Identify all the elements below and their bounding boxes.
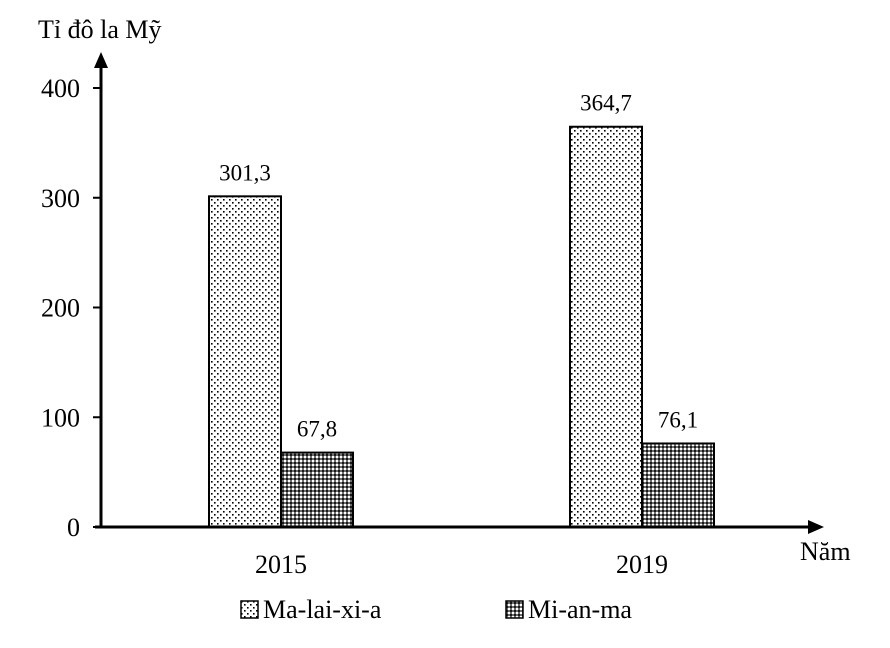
bar-mi-an-ma-2019 — [641, 442, 715, 529]
data-label: 301,3 — [219, 160, 271, 185]
data-label: 67,8 — [297, 417, 337, 442]
y-tick-label: 0 — [67, 513, 80, 542]
bar-ma-lai-xi-a-2015 — [208, 195, 282, 529]
bars-group: 301,3 67,8 364,7 76,1 — [208, 91, 715, 529]
y-axis-arrowhead — [94, 52, 108, 68]
legend-swatch — [505, 600, 524, 619]
bar-mi-an-ma-2015 — [280, 451, 354, 529]
x-axis-arrowhead — [808, 520, 824, 534]
y-tick-label: 400 — [41, 74, 80, 103]
axes — [94, 52, 824, 534]
x-axis-title: Năm — [800, 537, 851, 566]
legend: Ma-lai-xi-a Mi-an-ma — [240, 595, 632, 624]
y-tick-label: 300 — [41, 184, 80, 213]
bar-ma-lai-xi-a-2019 — [569, 125, 643, 528]
x-axis-ticks: 2015 2019 — [255, 550, 668, 579]
x-tick-label: 2015 — [255, 550, 307, 579]
legend-swatch — [240, 600, 259, 619]
x-tick-label: 2019 — [616, 550, 668, 579]
y-axis-title: Tỉ đô la Mỹ — [38, 15, 162, 44]
y-tick-label: 200 — [41, 294, 80, 323]
y-axis-ticks: 0 100 200 300 400 — [41, 74, 101, 542]
data-label: 364,7 — [580, 91, 632, 116]
data-label: 76,1 — [658, 407, 698, 432]
y-tick-label: 100 — [41, 403, 80, 432]
legend-label: Mi-an-ma — [528, 595, 632, 624]
legend-label: Ma-lai-xi-a — [263, 595, 382, 624]
